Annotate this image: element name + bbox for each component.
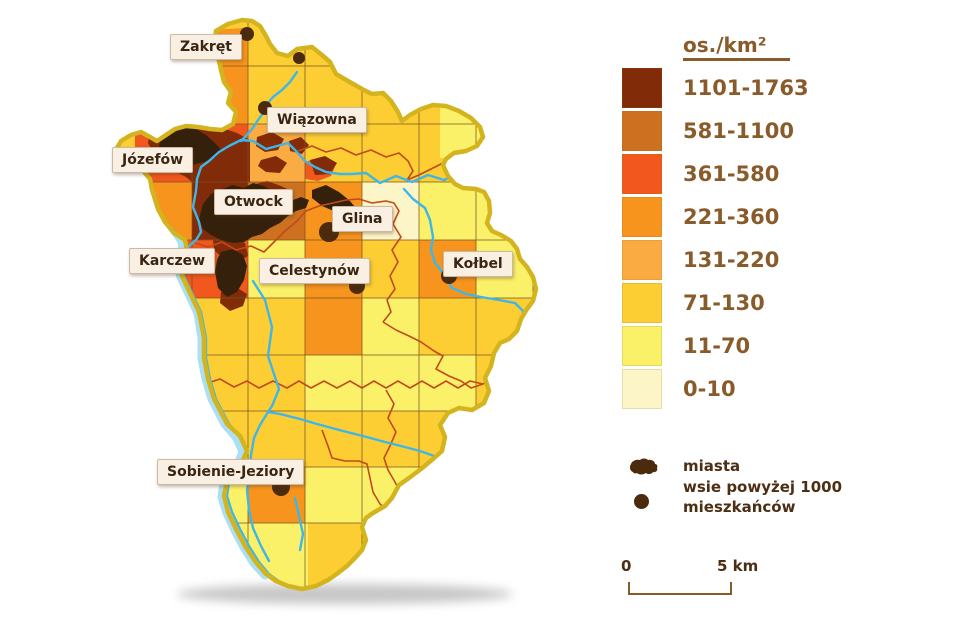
- legend-swatch: [622, 240, 662, 280]
- legend-density-classes: 1101-1763 581-1100 361-580 221-360 131-220 71…: [622, 68, 809, 409]
- scale-bar: [628, 582, 732, 595]
- village-dot: [240, 27, 254, 41]
- stream-tail: [293, 496, 305, 552]
- legend-title-underline: [683, 58, 790, 61]
- legend-class-row: 581-1100: [622, 111, 809, 151]
- village-dot: [293, 52, 305, 64]
- map-label-karczew: Karczew: [129, 248, 216, 274]
- map-label-zakret: Zakręt: [170, 34, 243, 60]
- legend-class-row: 221-360: [622, 197, 809, 237]
- legend-range-label: 221-360: [683, 205, 780, 229]
- legend-swatch: [622, 154, 662, 194]
- legend-range-label: 11-70: [683, 334, 751, 358]
- stream-south: [251, 279, 439, 459]
- legend-swatch: [622, 283, 662, 323]
- map-label-jozefow: Józefów: [112, 147, 194, 173]
- legend-range-label: 131-220: [683, 248, 780, 272]
- choropleth-map: [114, 17, 539, 604]
- legend-marker-miasta: miasta: [622, 452, 740, 484]
- legend-range-label: 71-130: [683, 291, 765, 315]
- legend-title: os./km²: [683, 33, 767, 57]
- scale-end-label: 5 km: [717, 557, 759, 575]
- legend-class-row: 11-70: [622, 326, 809, 366]
- legend-range-label: 0-10: [683, 377, 736, 401]
- legend-class-row: 0-10: [622, 369, 809, 409]
- scale-start-label: 0: [621, 557, 632, 575]
- legend-swatch: [622, 197, 662, 237]
- miasta-label: miasta: [683, 457, 741, 475]
- legend-class-row: 71-130: [622, 283, 809, 323]
- legend-range-label: 581-1100: [683, 119, 794, 143]
- legend-class-row: 1101-1763: [622, 68, 809, 108]
- legend-swatch: [622, 68, 662, 108]
- map-label-kolbel: Kołbel: [443, 251, 513, 277]
- map-label-wiazowna: Wiązowna: [267, 107, 367, 133]
- legend-swatch: [622, 111, 662, 151]
- map-label-celestynow: Celestynów: [259, 258, 370, 284]
- legend-range-label: 1101-1763: [683, 76, 809, 100]
- stream-west-pond: [176, 304, 182, 322]
- map-label-sobienie: Sobienie-Jeziory: [157, 459, 305, 485]
- legend-class-row: 361-580: [622, 154, 809, 194]
- legend-range-label: 361-580: [683, 162, 780, 186]
- map-label-glina: Glina: [332, 206, 393, 232]
- map-label-otwock: Otwock: [214, 189, 293, 215]
- village-dot-icon: [634, 494, 649, 509]
- map-drop-shadow: [177, 584, 513, 604]
- legend-class-row: 131-220: [622, 240, 809, 280]
- legend-swatch: [622, 326, 662, 366]
- wsie-label: wsie powyżej 1000 mieszkańców: [683, 478, 843, 516]
- city-blob-icon: [629, 458, 658, 475]
- map-interior: [117, 20, 536, 589]
- legend-swatch: [622, 369, 662, 409]
